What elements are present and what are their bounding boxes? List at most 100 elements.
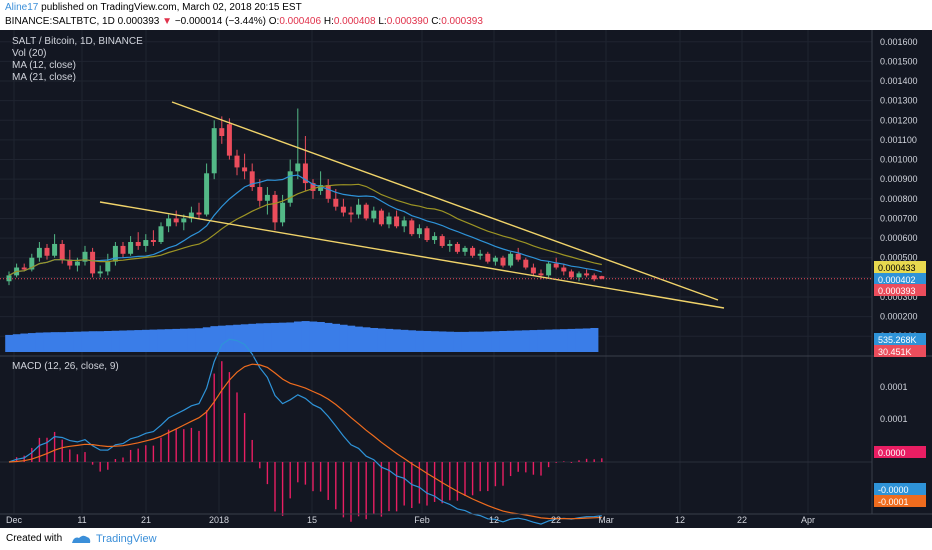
candle-body [59,243,65,260]
lower-trendline [99,201,725,309]
candle-body [530,267,536,274]
candle-body [272,194,278,223]
candle-body [287,171,293,203]
volume-bar [316,321,325,352]
candle-body [188,212,194,219]
candle-body [226,124,232,156]
price-tick-label: 0.001300 [880,96,918,106]
volume-bar [35,332,44,352]
macd-hist-tag-bg [874,446,926,458]
time-tick-label: 12 [489,515,499,525]
volume-bar [484,331,492,352]
close-value: 0.000393 [441,16,483,27]
macd-tick-label: 0.0001 [880,414,908,424]
volume-bars [5,321,599,352]
chart-area[interactable]: 0.001600 0.001500 0.001400 0.001300 0.001200… [0,30,932,528]
volume-bar [81,331,90,352]
volume-bar [537,329,546,352]
volume-bar [567,328,576,352]
candle-body [591,275,597,280]
open-value: 0.000406 [279,16,322,27]
candle-body [386,216,392,225]
volume-bar [240,324,249,352]
legend-ma21: MA (21, close) [12,72,76,83]
ma21-price-tag: 0.000433 [878,263,916,273]
volume-bar [28,333,36,352]
candle-body [21,267,27,270]
legend: SALT / Bitcoin, 1D, BINANCE Vol (20) MA … [12,36,143,372]
volume-bar [582,328,591,352]
candle-body [90,251,96,274]
symbol-label: BINANCE:SALTBTC, 1D [5,16,115,27]
volume-bar [73,331,82,352]
candle-body [143,240,149,246]
price-tick-label: 0.000600 [880,233,918,243]
close-label: C: [431,16,442,27]
signal-line-tag: -0.0001 [878,497,909,507]
time-tick-label: 15 [307,515,317,525]
candle-body [416,228,422,235]
ohlc-info: BINANCE:SALTBTC, 1D 0.000393 ▼ −0.000014… [5,16,483,27]
volume-bar [202,327,211,352]
volume-bar [88,331,97,352]
macd-tick-label: 0.0001 [880,382,908,392]
candle-body [439,236,445,246]
volume-bar [560,329,568,352]
candle-body [264,194,270,201]
ma21-price-tag-bg [874,261,926,273]
volume-bar [278,322,287,352]
signal-line [8,363,602,520]
volume-bar [271,322,280,352]
last-price-tag-bg [874,284,926,296]
low-value: 0.000390 [386,16,429,27]
tradingview-brand[interactable]: TradingView [96,533,157,545]
volume-bar [119,330,128,352]
volume-bar [430,331,439,352]
volume-bar [339,324,348,352]
macd-hist-tag: 0.0000 [878,448,906,458]
last-price: 0.000393 [117,16,160,27]
price-tick-label: 0.000300 [880,292,918,302]
candle-body [128,242,134,254]
author-link[interactable]: Aline17 [5,2,39,13]
volume-bar [415,330,424,352]
candle-body [371,210,377,219]
volume-bar [438,331,447,352]
candle-body [29,257,35,270]
macd-line-tag: -0.0000 [878,485,909,495]
candle-body [447,243,453,246]
volume-bar [248,323,257,352]
chart-background [0,30,932,528]
candle-body [553,263,559,268]
upper-trendline [171,101,719,301]
candle-body [333,198,339,207]
candle-body [158,226,164,242]
ma12-price-tag-bg [874,273,926,285]
price-tick-label: 0.000800 [880,194,918,204]
last-price-tag: 0.000393 [878,286,916,296]
volume-bar [134,330,143,352]
candle-body [576,273,582,278]
volume-bar [400,329,409,352]
candle-body [394,216,400,227]
candle-body [348,212,354,215]
volume-bar [157,329,166,352]
candle-body [538,273,544,276]
volume-ma-tag: 30.451K [878,347,912,357]
candle-body [135,242,141,246]
volume-bar [446,331,454,352]
trendlines [99,101,725,309]
chart-canvas[interactable]: 0.001600 0.001500 0.001400 0.001300 0.001200… [0,30,932,528]
price-tick-label: 0.001200 [880,115,918,125]
candle-body [310,183,316,191]
price-change: −0.000014 (−3.44%) [174,16,266,27]
time-tick-label: Apr [801,515,815,525]
volume-bar [164,329,173,352]
candle-body [150,240,156,242]
candle-body [523,259,529,268]
candle-body [500,257,506,266]
macd-line [8,338,602,525]
price-tick-label: 0.000700 [880,213,918,223]
created-with-text: Created with [6,533,63,544]
price-tick-label: 0.000500 [880,253,918,263]
